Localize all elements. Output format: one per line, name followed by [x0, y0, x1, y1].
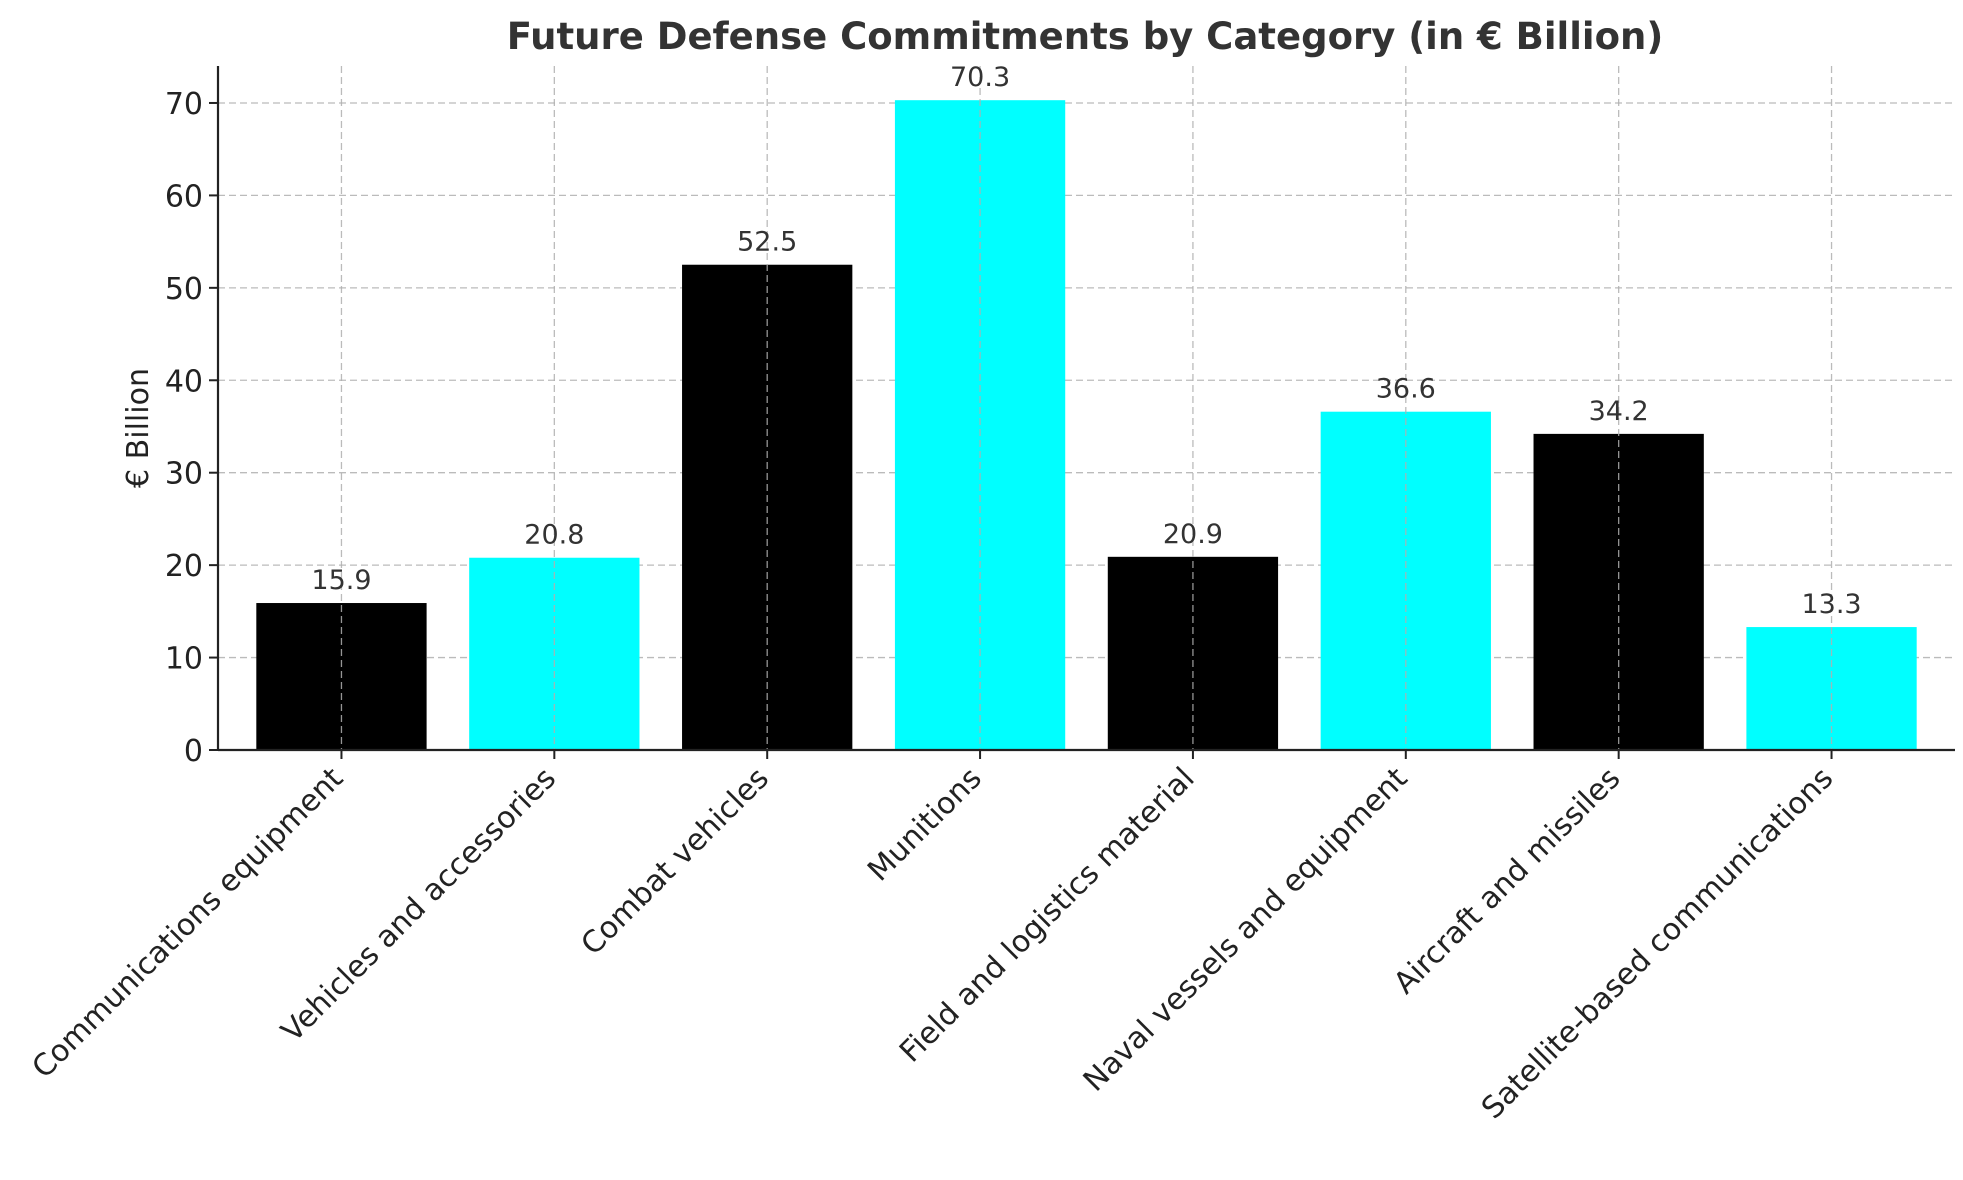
bar-value-label: 15.9	[311, 565, 371, 596]
y-axis-label: € Billion	[121, 368, 156, 488]
y-axis-ticks: 0 10 20 30 40 50 60 70	[165, 87, 218, 769]
bar-value-label: 20.9	[1163, 519, 1223, 550]
y-tick-label: 10	[165, 642, 203, 677]
bar-value-label: 13.3	[1801, 589, 1861, 620]
y-tick-label: 60	[165, 179, 203, 214]
bar-value-label: 34.2	[1589, 396, 1649, 427]
bar-value-label: 52.5	[737, 227, 797, 258]
bar	[1533, 433, 1704, 750]
bar-value-label: 20.8	[524, 520, 584, 551]
y-tick-label: 70	[165, 87, 203, 122]
bar-value-label: 70.3	[950, 62, 1010, 93]
data-labels: 15.9 20.8 52.5 70.3 20.9 36.6 34.2 13.3	[311, 62, 1861, 620]
y-tick-label: 40	[165, 364, 203, 399]
y-tick-label: 0	[184, 734, 203, 769]
chart-title: Future Defense Commitments by Category (…	[507, 15, 1664, 58]
axes	[216, 66, 1955, 752]
y-tick-label: 30	[165, 457, 203, 492]
y-tick-label: 20	[165, 549, 203, 584]
bar-value-label: 36.6	[1376, 374, 1436, 405]
y-tick-label: 50	[165, 272, 203, 307]
